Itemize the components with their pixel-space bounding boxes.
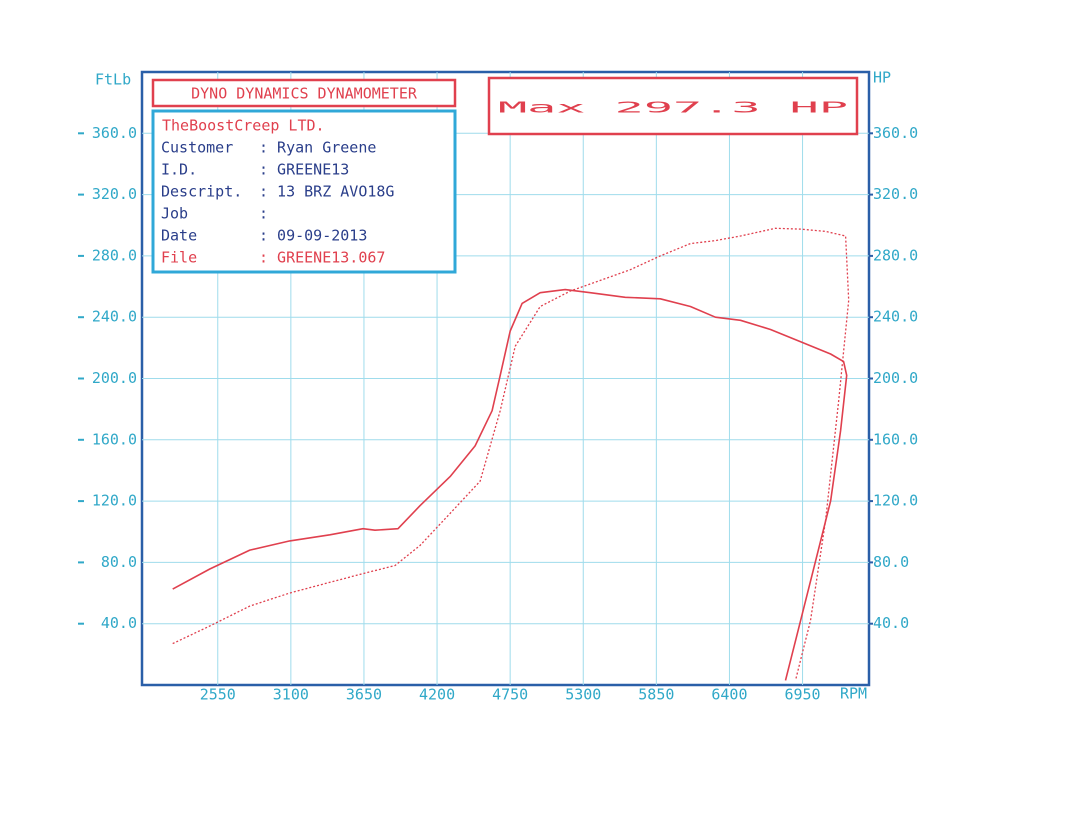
y2-axis-label: HP xyxy=(873,69,891,87)
y-tick-label: 40.0 xyxy=(101,614,137,632)
x-tick-label: 5850 xyxy=(638,686,674,704)
x-tick-label: 2550 xyxy=(200,686,236,704)
y2-tick-label: 360.0 xyxy=(873,124,918,142)
x-tick-label: 6950 xyxy=(784,686,820,704)
y2-tick-label: 80.0 xyxy=(873,553,909,571)
x-tick-label: 3100 xyxy=(273,686,309,704)
title: DYNO DYNAMICS DYNAMOMETER xyxy=(191,85,418,103)
title-box xyxy=(151,78,457,108)
info-label: Descript. xyxy=(161,183,242,201)
info-label: Customer xyxy=(161,139,233,157)
info-value: : Ryan Greene xyxy=(259,139,376,157)
y2-tick-label: 200.0 xyxy=(873,369,918,387)
info-value: : GREENE13.067 xyxy=(259,249,385,267)
y2-tick-label: 40.0 xyxy=(873,614,909,632)
series-line xyxy=(172,288,848,681)
lines xyxy=(172,227,850,681)
x-tick-label: 6400 xyxy=(711,686,747,704)
info-label: I.D. xyxy=(161,161,197,179)
info-label: Date xyxy=(161,227,197,245)
x-tick-label: 5300 xyxy=(565,686,601,704)
info-value: : 09-09-2013 xyxy=(259,227,367,245)
y-tick-label: 280.0 xyxy=(92,246,137,264)
info-value: : xyxy=(259,205,268,223)
max-box xyxy=(487,76,859,136)
info-value: : 13 BRZ AVO18G xyxy=(259,183,394,201)
info-rows: Customer : Ryan Greene I.D. : GREENE13 Descr… xyxy=(161,139,394,267)
y2-tick-label: 280.0 xyxy=(873,246,918,264)
company: TheBoostCreep LTD. xyxy=(162,117,325,135)
info-label: File xyxy=(161,249,197,267)
x-tick-label: 4200 xyxy=(419,686,455,704)
y-tick-label: 80.0 xyxy=(101,553,137,571)
y2-tick-label: 240.0 xyxy=(873,308,918,326)
y2-tick-label: 320.0 xyxy=(873,185,918,203)
y2-tick-label: 120.0 xyxy=(873,492,918,510)
y2-tick-label: 160.0 xyxy=(873,430,918,448)
y-axis-label: FtLb xyxy=(95,71,131,89)
series-line xyxy=(172,227,850,681)
max-power: Max 297.3 HP xyxy=(498,99,848,117)
x-axis-label: RPM xyxy=(840,685,867,703)
y-tick-label: 200.0 xyxy=(92,369,137,387)
info-label: Job xyxy=(161,205,188,223)
info-value: : GREENE13 xyxy=(259,161,349,179)
x-tick-label: 4750 xyxy=(492,686,528,704)
y-tick-label: 120.0 xyxy=(92,492,137,510)
x-tick-label: 3650 xyxy=(346,686,382,704)
info-box xyxy=(151,109,457,274)
y-tick-label: 320.0 xyxy=(92,185,137,203)
y-tick-label: 160.0 xyxy=(92,430,137,448)
y-tick-label: 240.0 xyxy=(92,308,137,326)
y-tick-label: 360.0 xyxy=(92,124,137,142)
